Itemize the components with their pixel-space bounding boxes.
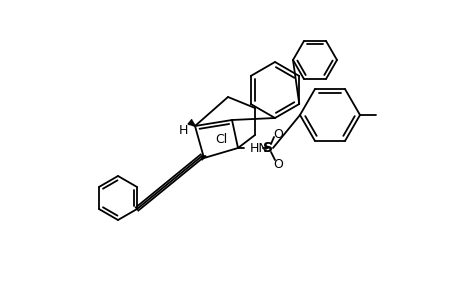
Text: O: O [273,158,282,170]
Text: S: S [263,141,272,155]
Text: HN: HN [249,142,268,154]
Text: Cl: Cl [214,133,227,146]
Polygon shape [202,156,206,160]
Text: H: H [178,124,187,137]
Text: O: O [273,128,282,140]
